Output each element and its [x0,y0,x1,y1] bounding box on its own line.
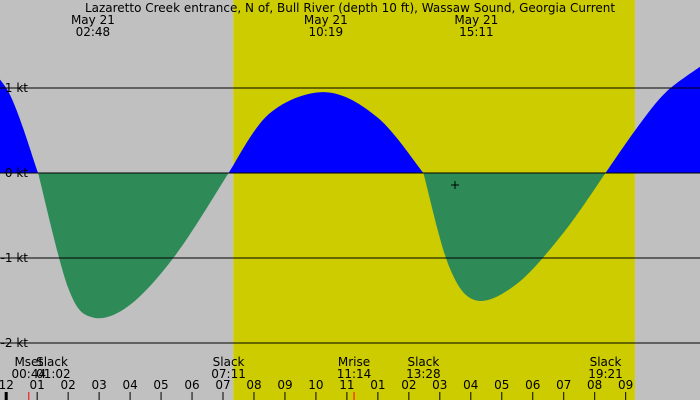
event-time-label: 19:21 [588,367,623,381]
event-date-label: May 21 [71,13,115,27]
hour-label: 06 [184,378,199,392]
hour-label: 02 [401,378,416,392]
event-kind-label: Mrise [338,355,370,369]
event-time-label: 02:48 [76,25,111,39]
hour-label: 05 [153,378,168,392]
y-tick-label: -1 kt [1,251,29,265]
event-kind-label: Slack [590,355,622,369]
ebb-current-area [38,173,229,319]
event-kind-label: Mset [14,355,43,369]
hour-label: 01 [370,378,385,392]
hour-label: 12 [0,378,14,392]
crosshair-cursor [451,181,459,189]
event-time-label: 10:19 [309,25,344,39]
hour-label: 05 [494,378,509,392]
y-gridlines [0,87,700,344]
event-time-label: 15:11 [459,25,494,39]
hour-label: 04 [463,378,478,392]
event-time-label: 13:28 [406,367,441,381]
hour-label: 11 [339,378,354,392]
hour-label: 06 [525,378,540,392]
event-time-label: 00:44 [12,367,47,381]
chart-title: Lazaretto Creek entrance, N of, Bull Riv… [85,1,615,15]
hour-label: 08 [587,378,602,392]
y-tick-label: 0 kt [5,166,28,180]
hour-label: 09 [277,378,292,392]
event-kind-label: Slack [213,355,245,369]
hour-label: 07 [215,378,230,392]
hour-label: 02 [61,378,76,392]
flood-current-area [228,92,424,173]
flood-current-area [605,66,700,173]
hour-label: 04 [122,378,137,392]
y-tick-label: -2 kt [1,336,29,350]
event-time-label: 07:11 [211,367,246,381]
event-time-label: 01:02 [36,367,71,381]
chart-labels: Lazaretto Creek entrance, N of, Bull Riv… [0,1,633,392]
hour-label: 03 [432,378,447,392]
hour-label: 03 [91,378,106,392]
night-band [634,0,700,400]
hour-label: 01 [30,378,45,392]
event-kind-label: Slack [36,355,68,369]
x-axis [4,392,627,400]
event-time-label: 11:14 [337,367,372,381]
hour-label: 08 [246,378,261,392]
y-tick-label: 1 kt [5,81,28,95]
current-areas [0,66,700,319]
hour-label: 10 [308,378,323,392]
event-date-label: May 21 [304,13,348,27]
event-date-label: May 21 [454,13,498,27]
event-kind-label: Slack [407,355,439,369]
hour-label: 07 [556,378,571,392]
hour-label: 09 [618,378,633,392]
flood-current-area [0,79,39,173]
ebb-current-area [423,173,606,302]
